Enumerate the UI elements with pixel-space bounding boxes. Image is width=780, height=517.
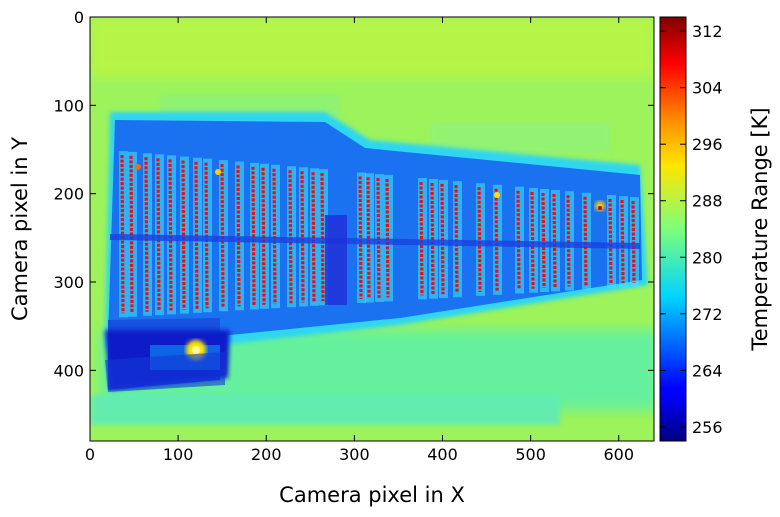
hot-component-column bbox=[236, 165, 241, 307]
plot-frame bbox=[89, 16, 655, 442]
component-column-halo bbox=[582, 192, 591, 290]
y-tick-label: 100 bbox=[53, 96, 84, 115]
x-axis-ticks: 0 100 200 300 400 500 600 bbox=[85, 17, 634, 464]
component-column-halo bbox=[155, 154, 164, 316]
hot-component-column bbox=[366, 177, 371, 299]
hot-component-column bbox=[311, 172, 316, 302]
hot-component-column bbox=[494, 188, 499, 291]
x-tick-label: 300 bbox=[339, 445, 370, 464]
hot-component-column bbox=[419, 181, 424, 296]
hot-component-column bbox=[454, 185, 459, 294]
colorbar-label: Temperature Range [K] bbox=[748, 107, 772, 351]
colorbar-tick-label: 312 bbox=[692, 22, 723, 41]
hot-component-column bbox=[181, 160, 186, 310]
hot-component-column bbox=[320, 173, 325, 302]
hot-component-column bbox=[272, 168, 277, 305]
colorbar-tick-label: 296 bbox=[692, 135, 723, 154]
hot-component-column bbox=[376, 178, 381, 298]
hot-component-column bbox=[552, 193, 557, 288]
y-tick-label: 300 bbox=[53, 273, 84, 292]
board-connector bbox=[325, 215, 347, 305]
x-tick-label: 0 bbox=[85, 445, 95, 464]
hot-component-column bbox=[156, 158, 161, 312]
x-tick-label: 400 bbox=[427, 445, 458, 464]
hot-component-column bbox=[194, 161, 199, 309]
colorbar-ticks: 256 264 272 280 288 296 304 312 bbox=[660, 22, 723, 437]
x-axis-label: Camera pixel in X bbox=[279, 483, 465, 507]
y-tick-label: 400 bbox=[53, 361, 84, 380]
y-axis-label: Camera pixel in Y bbox=[8, 137, 32, 321]
hot-component-column bbox=[204, 162, 209, 309]
x-tick-label: 600 bbox=[603, 445, 634, 464]
hot-component-column bbox=[566, 195, 571, 287]
hot-component-column bbox=[220, 164, 225, 308]
hot-component-column bbox=[168, 159, 173, 311]
x-tick-label: 500 bbox=[515, 445, 546, 464]
component-column-halo bbox=[529, 187, 538, 293]
board-bus-band bbox=[109, 234, 641, 249]
colorbar-tick-label: 280 bbox=[692, 248, 723, 267]
x-tick-label: 200 bbox=[251, 445, 282, 464]
x-tick-label: 100 bbox=[163, 445, 194, 464]
colorbar-tick-label: 304 bbox=[692, 79, 723, 98]
colorbar-tick-label: 256 bbox=[692, 418, 723, 437]
heatmap-image bbox=[90, 17, 654, 441]
hot-component-column bbox=[608, 198, 613, 285]
hot-component-column bbox=[620, 200, 625, 284]
component-column-halo bbox=[167, 155, 176, 315]
colorbar-tick-label: 288 bbox=[692, 192, 723, 211]
hot-component-column bbox=[631, 201, 636, 283]
hot-component-column bbox=[430, 182, 435, 295]
component-column-halo bbox=[219, 160, 228, 312]
hot-component-column bbox=[300, 171, 305, 303]
colorbar bbox=[659, 16, 687, 442]
colorbar-tick-label: 264 bbox=[692, 361, 723, 380]
hot-component-column bbox=[530, 191, 535, 289]
hot-component-column bbox=[541, 192, 546, 289]
hot-component-column bbox=[477, 187, 482, 292]
component-column-halo bbox=[515, 186, 524, 294]
hot-component-column bbox=[288, 170, 293, 304]
hot-component-column bbox=[385, 178, 390, 298]
hot-component-column bbox=[251, 166, 256, 306]
hot-component-column bbox=[358, 176, 363, 300]
y-axis-ticks: 0 100 200 300 400 bbox=[53, 8, 654, 380]
hot-component-column bbox=[440, 183, 445, 295]
hot-component-column bbox=[583, 196, 588, 286]
y-tick-label: 0 bbox=[74, 8, 84, 27]
colorbar-tick-label: 272 bbox=[692, 305, 723, 324]
hot-component-column bbox=[129, 155, 134, 313]
hot-component-column bbox=[261, 167, 266, 305]
component-column-halo bbox=[287, 166, 296, 308]
hot-component-column bbox=[120, 155, 125, 314]
y-tick-label: 200 bbox=[53, 185, 84, 204]
hot-component-column bbox=[144, 157, 149, 312]
hot-component-column bbox=[516, 190, 521, 290]
